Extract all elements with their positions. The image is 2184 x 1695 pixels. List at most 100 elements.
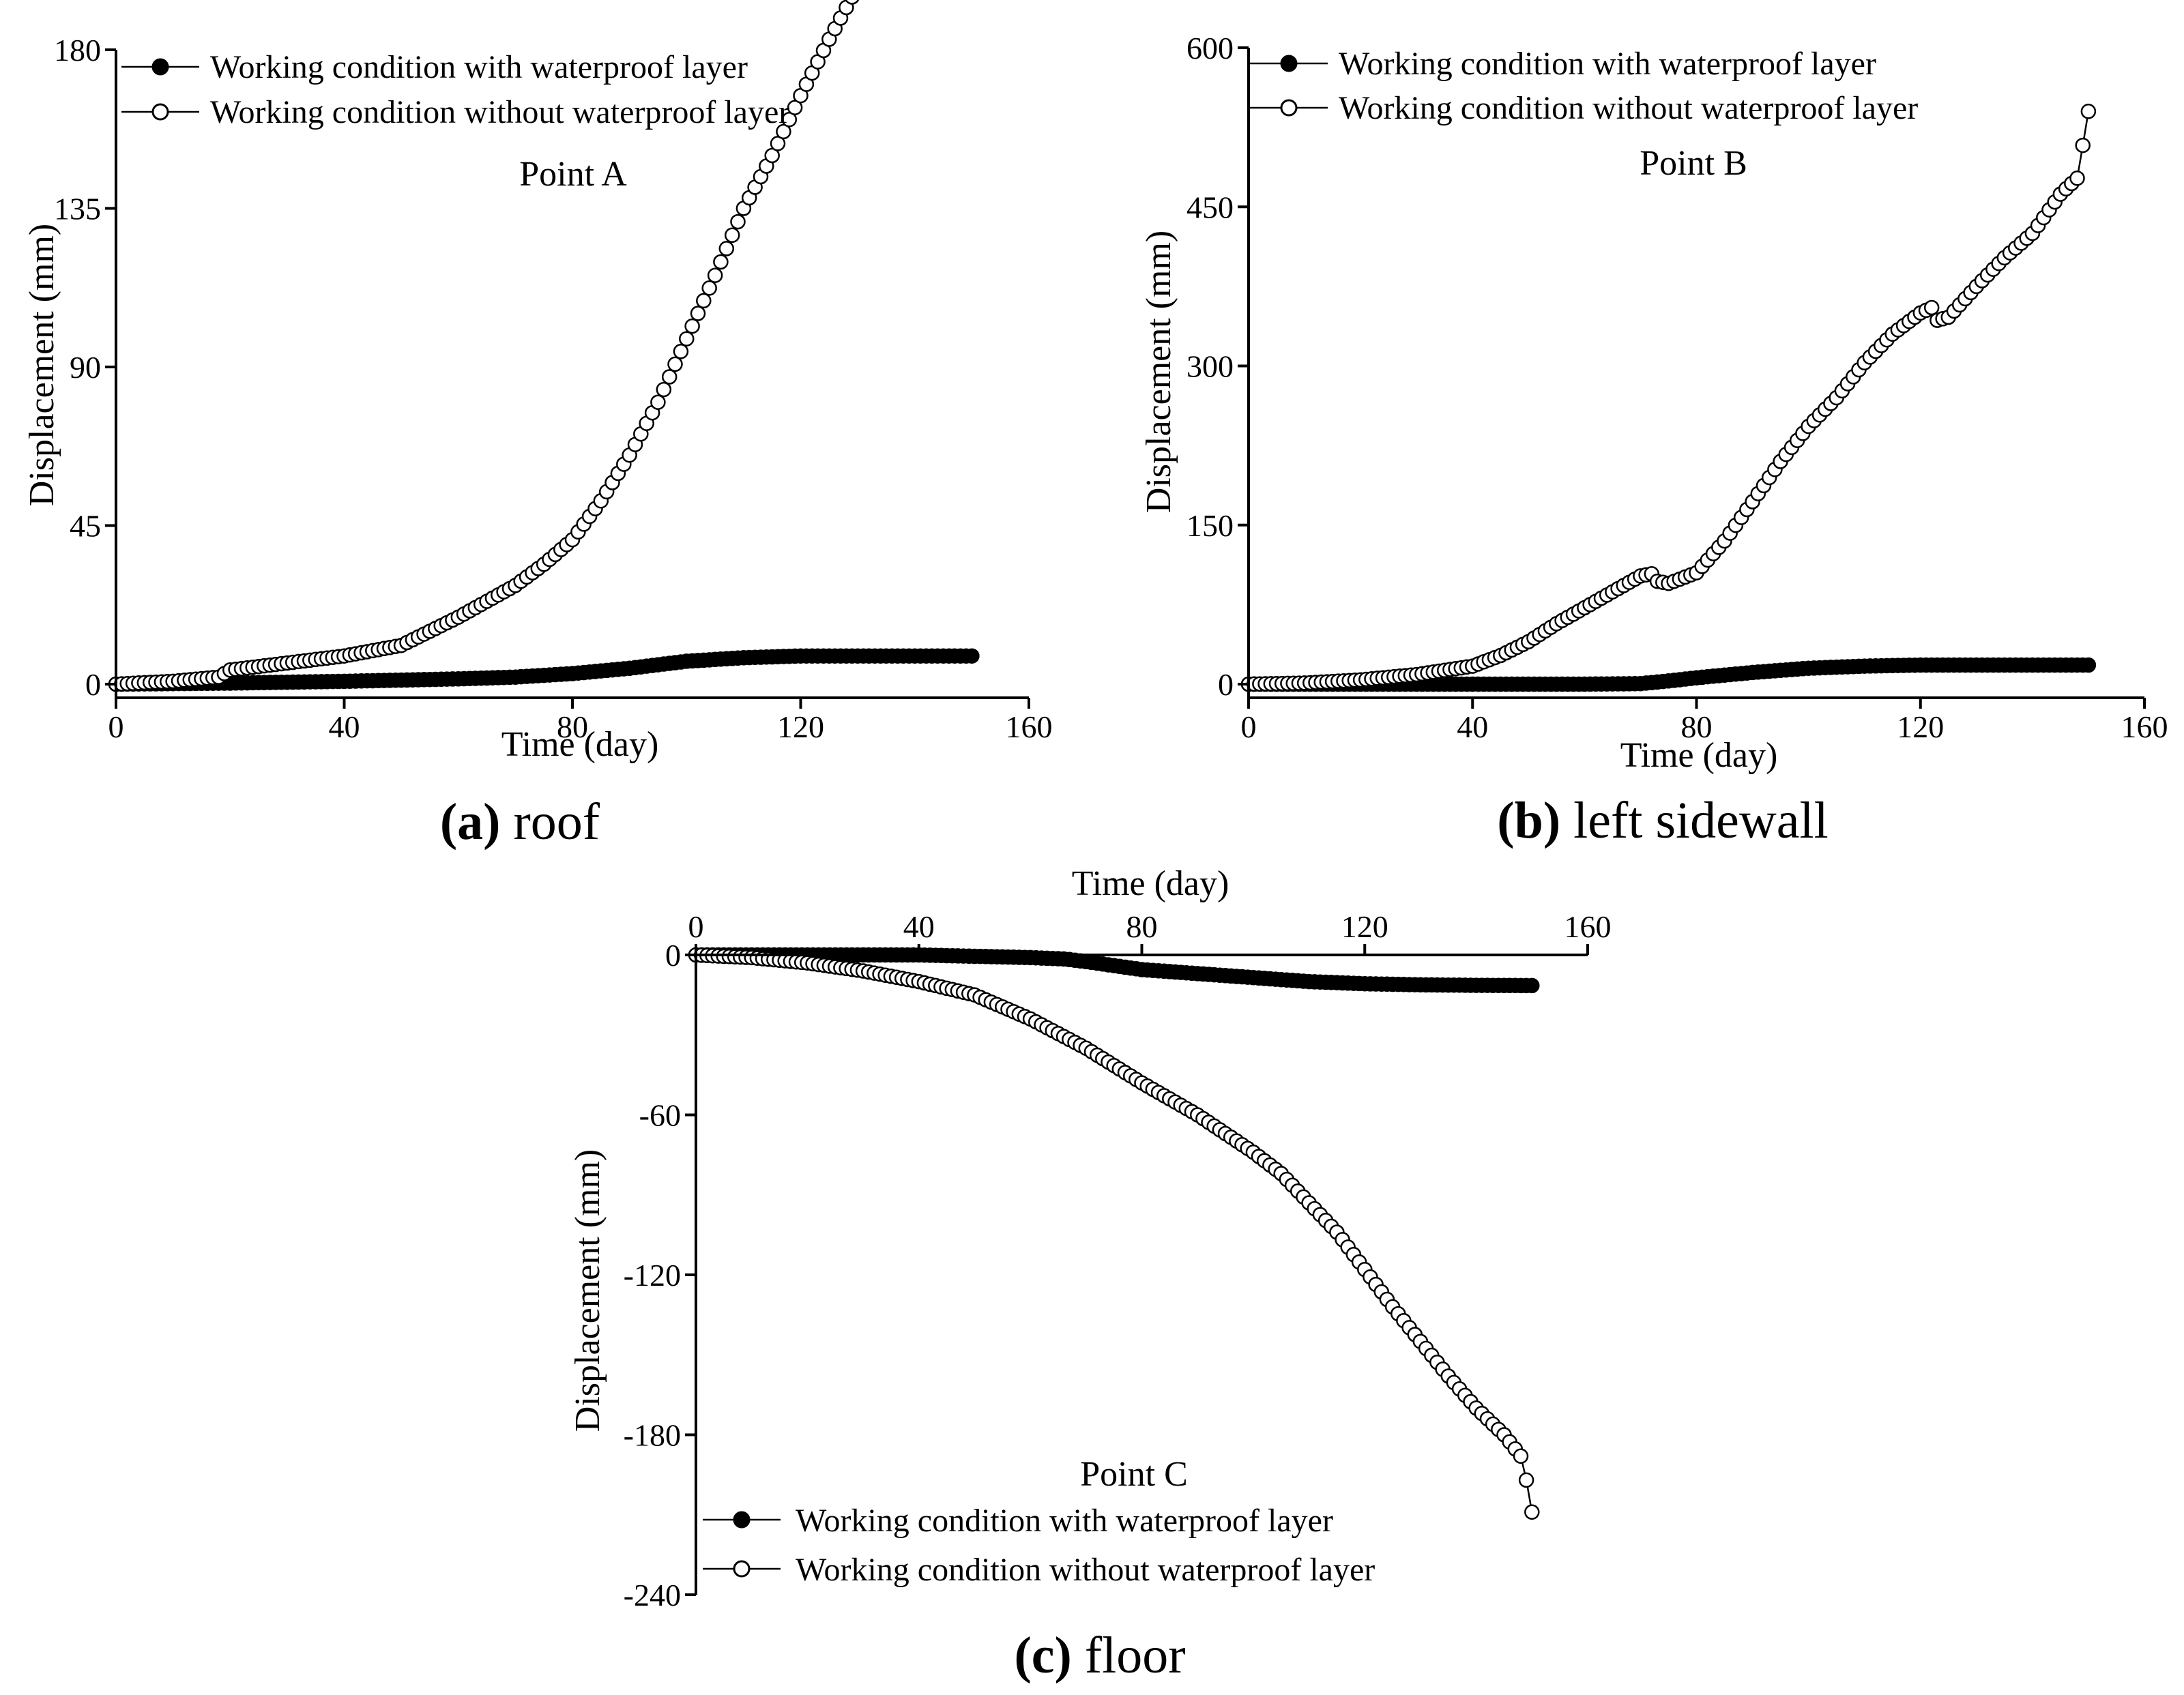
y-axis-title: Displacement (mm) xyxy=(568,1149,607,1432)
data-point xyxy=(656,381,672,398)
data-point xyxy=(787,100,803,115)
legend-label: Working condition without waterproof lay… xyxy=(1339,90,1918,126)
panel-left-sidewall: 0 40 80 120 160 0 150 300 450 600 Working conditi… xyxy=(1139,31,2168,849)
y-tick-label: 135 xyxy=(54,192,101,226)
data-point xyxy=(673,344,689,359)
legend-entry-without-waterproof: Working condition without waterproof lay… xyxy=(1250,90,1918,126)
series-without-waterproof xyxy=(688,947,1540,1520)
y-tick-label: 300 xyxy=(1186,349,1234,384)
y-tick-label: 45 xyxy=(70,509,101,544)
panel-c-legend: Working condition with waterproof layer … xyxy=(703,1503,1375,1588)
legend-entry-with-waterproof: Working condition with waterproof layer xyxy=(1250,46,1876,82)
x-tick-label: 80 xyxy=(1681,709,1713,744)
data-point xyxy=(696,293,712,309)
x-tick-label: 0 xyxy=(108,709,124,744)
x-tick-label: 80 xyxy=(1126,909,1158,944)
data-point xyxy=(724,227,740,244)
legend-entry-with-waterproof: Working condition with waterproof layer xyxy=(121,49,748,85)
caption-letter: (b) xyxy=(1497,792,1560,849)
data-point xyxy=(1923,299,1940,316)
data-point xyxy=(713,254,729,270)
x-tick-label: 160 xyxy=(1006,709,1053,744)
x-tick-label: 160 xyxy=(1564,909,1612,944)
y-tick-label: -120 xyxy=(624,1258,681,1293)
legend-entry-with-waterproof: Working condition with waterproof layer xyxy=(703,1503,1333,1539)
data-point xyxy=(2069,171,2085,186)
data-point xyxy=(650,394,666,410)
x-tick-label: 40 xyxy=(1457,709,1488,744)
x-tick-label: 80 xyxy=(557,709,588,744)
panel-a-axes: 0 40 80 120 160 0 45 90 135 180 xyxy=(54,33,1053,744)
data-point xyxy=(730,213,746,230)
open-circle-marker-icon xyxy=(151,103,169,121)
x-axis-title: Time (day) xyxy=(501,725,659,764)
data-point xyxy=(718,241,735,256)
data-point xyxy=(707,267,723,283)
legend-label: Working condition without waterproof lay… xyxy=(796,1552,1375,1588)
legend-label: Working condition without waterproof lay… xyxy=(210,94,789,130)
y-axis-title: Displacement (mm) xyxy=(23,224,61,506)
panel-c-series xyxy=(688,947,1540,1520)
panel-roof: 0 40 80 120 160 0 45 90 135 180 Working condition… xyxy=(23,0,1053,851)
data-point xyxy=(845,0,860,5)
y-tick-label: -240 xyxy=(624,1578,681,1612)
filled-circle-marker-icon xyxy=(733,1511,751,1529)
data-point xyxy=(2075,137,2091,153)
x-axis-title: Time (day) xyxy=(1072,864,1229,903)
legend-label: Working condition with waterproof layer xyxy=(796,1503,1333,1539)
x-tick-label: 40 xyxy=(329,709,360,744)
y-tick-label: -180 xyxy=(624,1418,681,1453)
caption-letter: (c) xyxy=(1014,1627,1071,1684)
data-point xyxy=(701,280,717,296)
data-point xyxy=(770,136,786,151)
data-point xyxy=(764,147,780,164)
panel-c-axes: 0 40 80 120 160 0 -60 -120 -180 -240 xyxy=(624,909,1612,1612)
y-axis-title: Displacement (mm) xyxy=(1139,231,1178,513)
panel-b-axes: 0 40 80 120 160 0 150 300 450 600 xyxy=(1186,31,2168,744)
point-label: Point C xyxy=(1080,1455,1188,1494)
data-point xyxy=(1518,1472,1534,1488)
y-tick-label: 180 xyxy=(54,33,101,68)
data-point xyxy=(2080,657,2097,673)
open-circle-marker-icon xyxy=(1280,99,1298,117)
data-point xyxy=(679,331,695,347)
panel-b-legend: Working condition with waterproof layer … xyxy=(1250,46,1918,126)
data-point xyxy=(684,318,700,334)
data-point xyxy=(776,123,791,140)
y-tick-label: 600 xyxy=(1186,31,1234,65)
y-tick-label: -60 xyxy=(639,1098,681,1133)
x-axis-title: Time (day) xyxy=(1620,736,1778,775)
caption-word: floor xyxy=(1072,1627,1186,1684)
panel-floor: 0 40 80 120 160 0 -60 -120 -180 -240 Point C Work… xyxy=(568,864,1612,1684)
legend-entry-without-waterproof: Working condition without waterproof lay… xyxy=(703,1552,1375,1588)
data-point xyxy=(2080,104,2097,119)
y-tick-label: 0 xyxy=(1218,667,1234,702)
legend-entry-without-waterproof: Working condition without waterproof lay… xyxy=(121,94,789,130)
filled-circle-marker-icon xyxy=(1280,55,1298,72)
y-tick-label: 0 xyxy=(665,938,681,973)
panel-a-legend: Working condition with waterproof layer … xyxy=(121,49,789,130)
x-tick-label: 0 xyxy=(1241,709,1257,744)
data-point xyxy=(690,306,706,321)
caption-letter: (a) xyxy=(440,793,501,851)
data-point xyxy=(661,369,678,385)
x-tick-label: 160 xyxy=(2121,709,2168,744)
series-line xyxy=(695,954,1533,1513)
data-point xyxy=(781,112,798,128)
y-tick-label: 0 xyxy=(85,667,101,702)
y-tick-label: 450 xyxy=(1186,190,1234,224)
panel-b-series xyxy=(1240,104,2097,692)
x-tick-label: 120 xyxy=(777,709,824,744)
series-line xyxy=(1248,111,2090,686)
panel-caption: (b) left sidewall xyxy=(1497,792,1828,849)
legend-label: Working condition with waterproof layer xyxy=(1339,46,1876,82)
legend-label: Working condition with waterproof layer xyxy=(210,49,748,85)
point-label: Point B xyxy=(1640,144,1747,183)
filled-circle-marker-icon xyxy=(151,58,169,76)
panel-caption: (a) roof xyxy=(440,793,600,851)
panel-a-series xyxy=(108,0,980,692)
panel-caption: (c) floor xyxy=(1014,1627,1185,1684)
series-with-waterproof xyxy=(1240,657,2097,692)
x-tick-label: 120 xyxy=(1341,909,1388,944)
